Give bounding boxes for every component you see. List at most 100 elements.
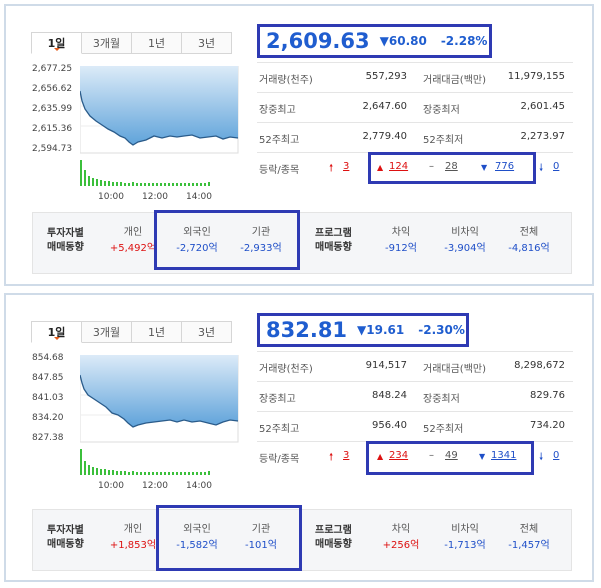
tab-1day[interactable]: 1일 [31, 32, 82, 54]
price-area-chart [80, 355, 239, 475]
up-count[interactable]: 234 [389, 450, 409, 461]
arbitrage-cell: 차익 +256억 [371, 522, 431, 554]
price-change: ▼60.80 [379, 34, 427, 48]
investor-highlight-box [156, 505, 302, 571]
period-tabs: 1일 3개월 1년 3년 [31, 32, 232, 54]
y-tick: 2,677.25 [32, 64, 73, 74]
index-price: 832.81 [266, 318, 348, 342]
kosdaq-panel: 1일 3개월 1년 3년 854.68 847.85 841.03 834.20… [4, 293, 594, 582]
lower-limit-arrow-icon: 🠗 [539, 452, 544, 463]
institution-label: 기관 [251, 524, 271, 535]
investor-trend-bar: 투자자별 매매동향 개인 +1,853억 외국인 -1,582억 기관 -101억 프로… [32, 509, 572, 571]
intraday-chart[interactable]: 2,677.25 2,656.62 2,635.99 2,615.36 2,59… [32, 64, 242, 202]
stat-label: 거래량(천주) [259, 75, 313, 86]
down-triangle-icon: ▼ [481, 163, 488, 172]
tab-3years[interactable]: 3년 [181, 32, 232, 54]
stat-label: 거래대금(백만) [423, 75, 487, 86]
period-tabs: 1일 3개월 1년 3년 [31, 321, 232, 343]
program-label: 프로그램 매매동향 [315, 228, 352, 253]
breadth-label: 등락/종목 [259, 165, 300, 176]
y-tick: 2,656.62 [32, 84, 73, 94]
stat-label: 52주최고 [259, 424, 300, 435]
institution-value: -2,933억 [240, 243, 282, 254]
kospi-panel: 1일 3개월 1년 3년 2,677.25 2,656.62 2,635.99 … [4, 4, 594, 286]
x-tick: 12:00 [142, 192, 168, 202]
y-tick: 2,615.36 [32, 124, 73, 134]
x-tick: 10:00 [98, 481, 124, 491]
non-arbitrage-cell: 비차익 -3,904억 [435, 225, 495, 257]
stat-value: 2,273.97 [520, 131, 565, 142]
upper-limit-arrow-icon: 🠕 [329, 452, 334, 463]
y-tick: 841.03 [32, 393, 64, 403]
stats-row: 장중최고 2,647.60 장중최저 2,601.45 [257, 92, 573, 123]
stat-value: 557,293 [365, 71, 407, 82]
arbitrage-value: +256억 [382, 540, 420, 551]
stats-row: 거래량(천주) 557,293 거래대금(백만) 11,979,155 [257, 62, 573, 93]
lower-limit-count[interactable]: 0 [553, 161, 560, 172]
tab-1day[interactable]: 1일 [31, 321, 82, 343]
price-area-chart [80, 66, 239, 186]
intraday-chart[interactable]: 854.68 847.85 841.03 834.20 827.38 [32, 353, 242, 491]
down-count[interactable]: 1341 [491, 450, 517, 461]
stat-value: 2,779.40 [362, 131, 407, 142]
stat-value: 829.76 [530, 390, 565, 401]
foreign-value: -2,720억 [176, 243, 218, 254]
lower-limit-count[interactable]: 0 [553, 450, 560, 461]
breadth-label: 등락/종목 [259, 454, 300, 465]
lower-limit-arrow-icon: 🠗 [539, 163, 544, 174]
stat-label: 거래량(천주) [259, 364, 313, 375]
arbitrage-cell: 차익 -912억 [371, 225, 431, 257]
active-tab-caret-icon [54, 337, 60, 340]
upper-limit-count[interactable]: 3 [343, 450, 350, 461]
non-arbitrage-cell: 비차익 -1,713억 [435, 522, 495, 554]
x-tick: 14:00 [186, 481, 212, 491]
stat-value: 848.24 [372, 390, 407, 401]
stat-value: 8,298,672 [514, 360, 565, 371]
tab-3months[interactable]: 3개월 [81, 32, 132, 54]
price-highlight-box: 832.81 ▼19.61 -2.30% [257, 313, 469, 347]
non-arbitrage-label: 비차익 [451, 524, 479, 535]
stat-value: 734.20 [530, 420, 565, 431]
individual-value: +1,853억 [109, 540, 157, 551]
individual-cell: 개인 +5,492억 [103, 225, 163, 257]
flat-count[interactable]: 49 [445, 450, 458, 461]
upper-limit-count[interactable]: 3 [343, 161, 350, 172]
y-tick: 834.20 [32, 413, 64, 423]
stat-value: 11,979,155 [507, 71, 565, 82]
arbitrage-label: 차익 [391, 227, 411, 238]
up-triangle-icon: ▲ [377, 163, 384, 172]
institution-cell: 기관 -2,933억 [231, 225, 291, 257]
y-tick: 2,635.99 [32, 104, 73, 114]
flat-count[interactable]: 28 [445, 161, 458, 172]
x-tick: 14:00 [186, 192, 212, 202]
total-cell: 전체 -1,457억 [499, 522, 559, 554]
x-tick: 10:00 [98, 192, 124, 202]
upper-limit-arrow-icon: 🠕 [329, 163, 334, 174]
tab-3years[interactable]: 3년 [181, 321, 232, 343]
price-highlight-box: 2,609.63 ▼60.80 -2.28% [257, 24, 492, 58]
price-change-pct: -2.28% [440, 34, 488, 48]
stat-label: 52주최저 [423, 135, 464, 146]
tab-1year[interactable]: 1년 [131, 321, 182, 343]
y-tick: 847.85 [32, 373, 64, 383]
tab-3months[interactable]: 3개월 [81, 321, 132, 343]
up-count[interactable]: 124 [389, 161, 409, 172]
foreign-value: -1,582억 [176, 540, 218, 551]
individual-value: +5,492억 [109, 243, 157, 254]
y-tick: 854.68 [32, 353, 64, 363]
institution-value: -101억 [245, 540, 277, 551]
stats-row: 장중최고 848.24 장중최저 829.76 [257, 381, 573, 412]
foreign-label: 외국인 [183, 524, 211, 535]
active-tab-caret-icon [54, 48, 60, 51]
non-arbitrage-value: -1,713억 [444, 540, 486, 551]
total-label: 전체 [519, 524, 539, 535]
flat-dash-icon: – [429, 450, 434, 461]
non-arbitrage-value: -3,904억 [444, 243, 486, 254]
down-count[interactable]: 776 [495, 161, 515, 172]
institution-cell: 기관 -101억 [231, 522, 291, 554]
price-change-pct: -2.30% [418, 323, 465, 337]
stats-row: 거래량(천주) 914,517 거래대금(백만) 8,298,672 [257, 351, 573, 382]
tab-1year[interactable]: 1년 [131, 32, 182, 54]
stat-label: 장중최저 [423, 105, 460, 116]
stat-label: 52주최고 [259, 135, 300, 146]
